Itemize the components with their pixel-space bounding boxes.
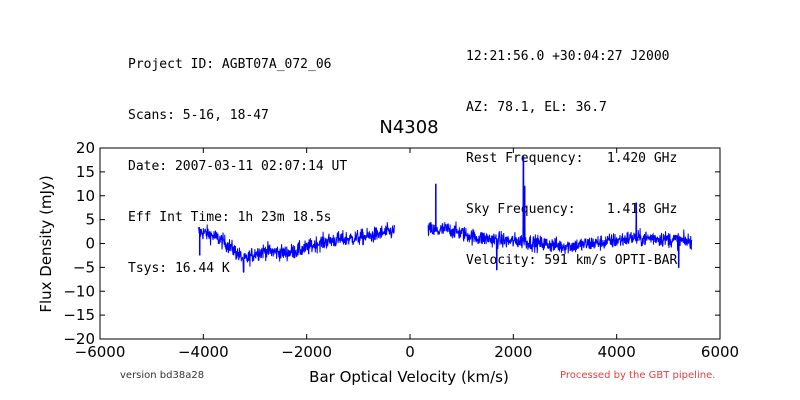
y-tick-label: 0: [85, 235, 95, 253]
y-tick-label: −15: [63, 306, 95, 324]
x-tick-label: 2000: [494, 343, 532, 361]
x-axis-label: Bar Optical Velocity (km/s): [309, 368, 509, 386]
y-tick-label: −5: [73, 258, 95, 276]
chart-title: N4308: [379, 117, 438, 138]
x-tick-label: −4000: [178, 343, 229, 361]
version-label: version bd38a28: [120, 370, 205, 381]
integration-time-line: Eff Int Time: 1h 23m 18.5s: [128, 210, 332, 225]
spectrum-line-segment-2: [427, 156, 693, 271]
axis-ticks: −6000 −4000 −2000 0 2000 4000 6000 −20 −15 −10 −5 0…: [63, 139, 739, 361]
y-tick-label: −10: [63, 282, 95, 300]
y-tick-label: 15: [76, 163, 95, 181]
y-tick-label: 20: [76, 139, 95, 157]
x-tick-label: 0: [405, 343, 415, 361]
project-id-line: Project ID: AGBT07A_072_06: [128, 57, 332, 72]
rest-frequency-line: Rest Frequency: 1.420 GHz: [466, 151, 678, 166]
coordinates-line: 12:21:56.0 +30:04:27 J2000: [466, 49, 670, 64]
x-tick-label: 6000: [701, 343, 739, 361]
pipeline-label: Processed by the GBT pipeline.: [560, 370, 716, 381]
header-left: Project ID: AGBT07A_072_06 Scans: 5-16, …: [128, 22, 347, 294]
date-line: Date: 2007-03-11 02:07:14 UT: [128, 159, 348, 174]
tsys-line: Tsys: 16.44 K: [128, 261, 230, 276]
x-tick-label: −6000: [75, 343, 126, 361]
az-el-line: AZ: 78.1, EL: 36.7: [466, 100, 607, 115]
y-tick-label: −20: [63, 330, 95, 348]
y-tick-label: 10: [76, 187, 95, 205]
plot-lines: [197, 156, 693, 273]
spectrum-line-segment-1: [197, 222, 395, 273]
x-tick-label: 4000: [598, 343, 636, 361]
x-tick-label: −2000: [281, 343, 332, 361]
header-right: 12:21:56.0 +30:04:27 J2000 AZ: 78.1, EL:…: [466, 14, 677, 286]
scans-line: Scans: 5-16, 18-47: [128, 108, 269, 123]
y-tick-label: 5: [85, 211, 95, 229]
velocity-line: Velocity: 591 km/s OPTI-BAR: [466, 253, 678, 268]
y-axis-label: Flux Density (mJy): [37, 175, 55, 312]
